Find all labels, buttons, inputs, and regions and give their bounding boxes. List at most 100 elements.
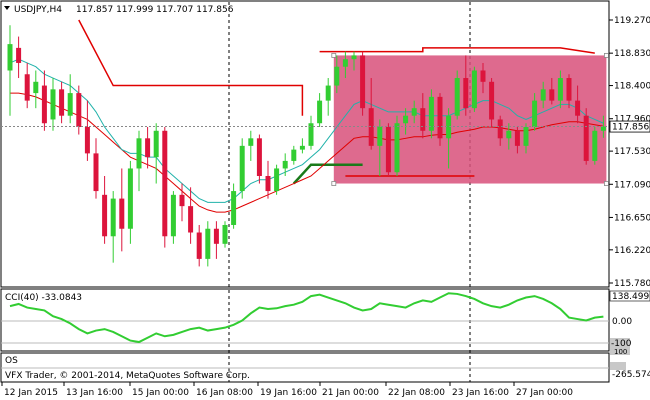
candle-body — [540, 89, 546, 101]
candle-body — [342, 59, 348, 67]
ohlc-label: 117.857 117.999 117.707 117.856 — [76, 5, 234, 15]
candle-body — [437, 96, 443, 139]
cci-zero-label: 0.00 — [612, 317, 632, 327]
candlestick-series — [7, 25, 606, 267]
cci-min-label: -265.574 — [612, 370, 650, 380]
candle-body — [308, 123, 314, 146]
price-tick-label: 117.090 — [614, 180, 650, 190]
candle-body — [549, 89, 555, 101]
candle-body — [420, 108, 426, 131]
price-tick-label: 117.530 — [614, 147, 650, 157]
candle-body — [514, 130, 520, 146]
candle-body — [50, 89, 56, 120]
price-tick-label: 117.960 — [614, 115, 650, 125]
candle-body — [102, 194, 108, 237]
candle-body — [24, 74, 30, 101]
candle-body — [170, 194, 176, 237]
cci-label: CCI(40) -33.0843 — [5, 293, 82, 303]
candle-body — [351, 55, 357, 60]
candle-body — [506, 130, 512, 139]
cci-100-label: 100 — [614, 348, 627, 356]
candle-body — [557, 78, 563, 101]
candle-body — [471, 70, 477, 109]
candle-body — [136, 138, 142, 169]
candle-body — [110, 198, 116, 237]
cci-minus100-tag — [610, 338, 630, 348]
candle-body — [239, 145, 245, 192]
box-handle — [331, 181, 337, 186]
candle-body — [368, 108, 374, 146]
time-tick-label: 12 Jan 2015 — [4, 388, 58, 398]
symbol-label: USDJPY,H4 — [14, 5, 62, 15]
candle-body — [600, 126, 606, 131]
candle-body — [84, 127, 90, 154]
candle-body — [377, 127, 383, 146]
price-tick-label: 115.780 — [614, 279, 650, 289]
price-tick-label: 116.220 — [614, 246, 650, 256]
candle-body — [33, 81, 39, 94]
candle-body — [188, 206, 194, 233]
candle-body — [179, 194, 185, 207]
level-lines[interactable] — [78, 19, 595, 185]
candle-body — [566, 78, 572, 101]
ma-fast-line — [9, 58, 604, 203]
time-tick-label: 22 Jan 08:00 — [388, 388, 445, 398]
candle-body — [265, 175, 271, 192]
cci-100-tag — [610, 347, 630, 355]
candle-body — [575, 100, 581, 116]
candle-body — [145, 138, 151, 158]
candle-body — [317, 100, 323, 124]
candle-body — [67, 93, 73, 116]
time-axis: 12 Jan 2015 13 Jan 16:00 15 Jan 00:00 16 Ja… — [1, 382, 573, 398]
price-axis: 119.270 118.830 118.400 117.960 117.530 117.0… — [609, 16, 650, 289]
ma-slow-line — [10, 92, 604, 213]
candle-body — [282, 160, 288, 169]
candle-body — [394, 123, 400, 173]
candle-body — [291, 149, 297, 161]
candle-body — [446, 115, 452, 139]
time-tick-label: 19 Jan 16:00 — [260, 388, 317, 398]
range-box[interactable] — [333, 55, 607, 184]
candle-body — [162, 130, 168, 237]
current-price-tag — [609, 120, 650, 133]
candle-body — [385, 127, 391, 173]
candle-body — [231, 191, 237, 225]
candle-body — [583, 115, 589, 161]
box-handle — [331, 53, 337, 58]
candle-body — [592, 130, 598, 161]
candle-body — [360, 55, 366, 109]
candle-body — [153, 130, 159, 158]
candle-body — [497, 119, 503, 139]
range-box-handles[interactable] — [331, 53, 609, 186]
candle-body — [222, 224, 228, 244]
trend-line — [292, 163, 363, 185]
candle-body — [213, 228, 219, 244]
candle-body — [523, 127, 529, 146]
time-tick-label: 23 Jan 16:00 — [452, 388, 509, 398]
time-tick-label: 13 Jan 16:00 — [66, 388, 123, 398]
time-tick-label: 21 Jan 00:00 — [322, 388, 379, 398]
triangle-down-icon[interactable] — [4, 6, 10, 10]
cci-min-tag — [610, 362, 626, 370]
candle-body — [299, 145, 305, 150]
current-price-label: 117.856 — [612, 123, 649, 133]
cci-pane[interactable] — [0, 288, 610, 352]
os-label: OS — [5, 356, 18, 366]
time-tick-label: 15 Jan 00:00 — [132, 388, 189, 398]
candle-body — [205, 228, 211, 259]
candle-body — [454, 78, 460, 116]
candle-body — [127, 168, 133, 229]
cci-minus100-label: -100 — [611, 339, 632, 349]
time-tick-label: 16 Jan 08:00 — [196, 388, 253, 398]
candle-body — [428, 96, 434, 131]
cci-max-tag — [609, 290, 650, 302]
copyright-label: VFX Trader, © 2001-2014, MetaQuotes Soft… — [5, 371, 250, 381]
candle-body — [76, 93, 82, 128]
candle-body — [248, 138, 254, 146]
price-tick-label: 118.400 — [614, 82, 650, 92]
candle-body — [196, 232, 202, 259]
candle-body — [41, 85, 47, 124]
candle-body — [463, 78, 469, 109]
candle-body — [93, 153, 99, 192]
